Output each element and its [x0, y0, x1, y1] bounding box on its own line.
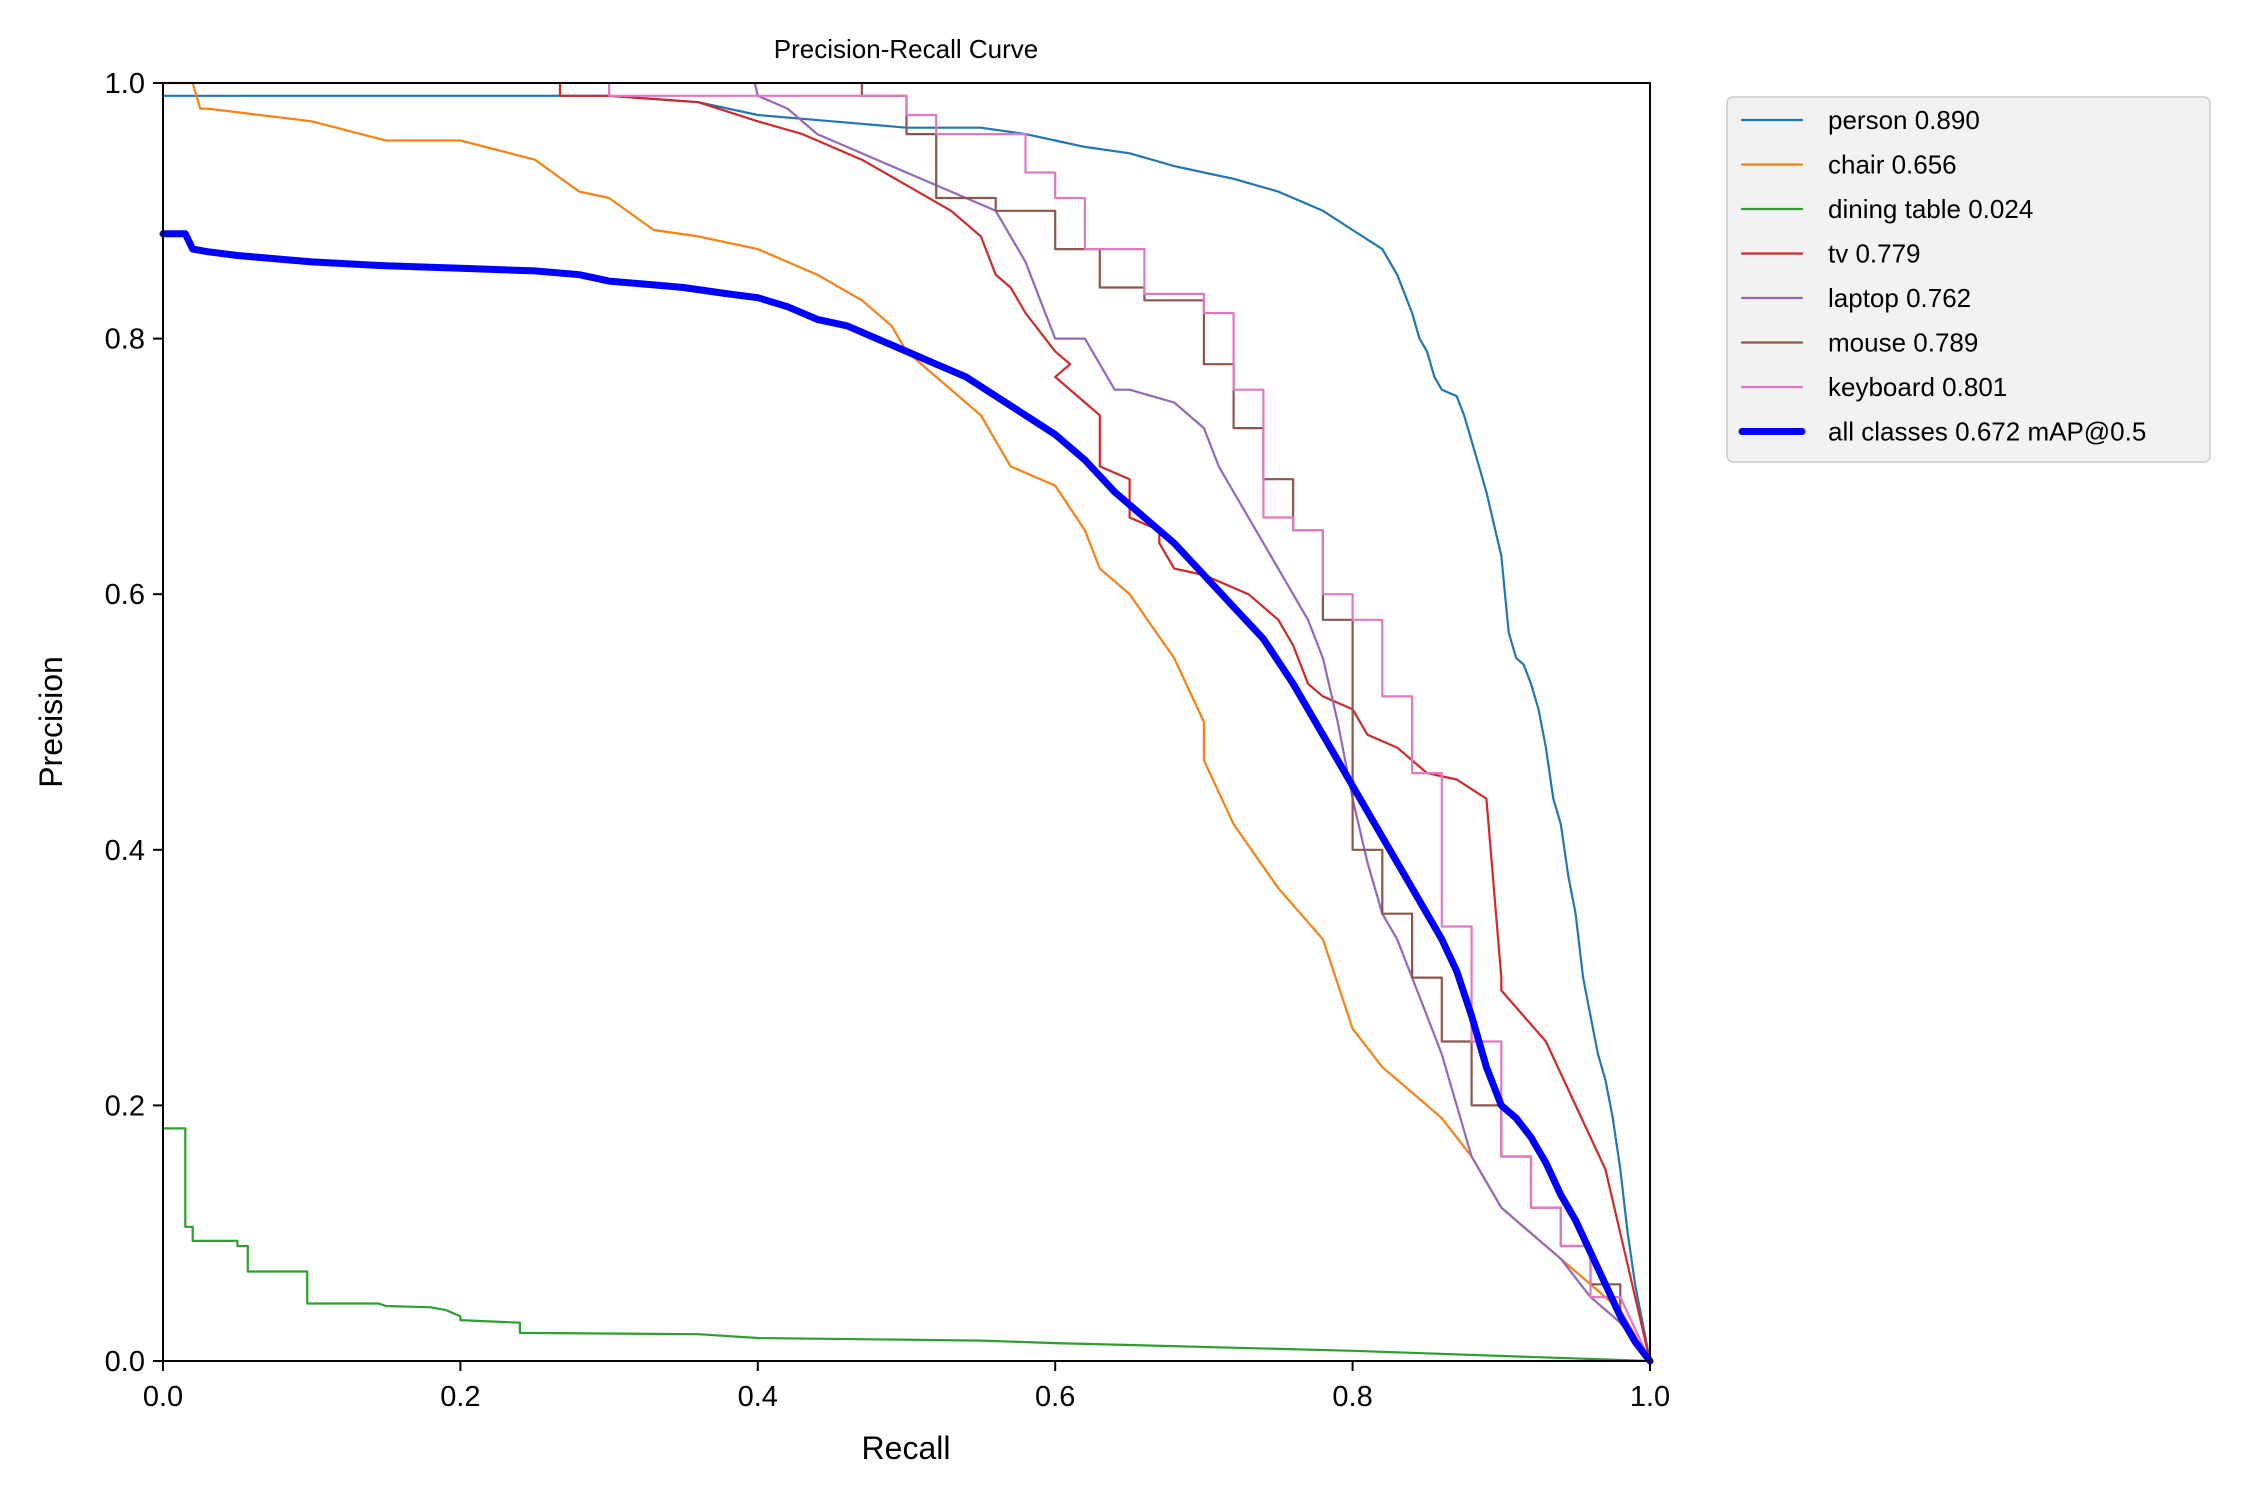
y-tick-label: 1.0	[105, 68, 145, 100]
legend-label-1: chair 0.656	[1828, 150, 1957, 180]
y-tick-label: 0.0	[105, 1346, 145, 1378]
series-line-2	[161, 1127, 1652, 1363]
legend-label-3: tv 0.779	[1828, 239, 1921, 269]
x-tick-label: 0.0	[143, 1381, 183, 1413]
y-tick-label: 0.2	[105, 1090, 145, 1122]
x-tick-label: 1.0	[1630, 1381, 1670, 1413]
series-line-4	[753, 81, 1652, 1363]
x-tick-label: 0.2	[440, 1381, 480, 1413]
plot-frame	[162, 82, 1651, 1362]
legend-items: person 0.890 chair 0.656 dining table 0.02…	[1738, 105, 2146, 447]
legend-label-7: all classes 0.672 mAP@0.5	[1828, 417, 2146, 447]
legend-label-6: keyboard 0.801	[1828, 372, 2007, 402]
series-line-3	[558, 81, 1652, 1363]
y-axis-label: Precision	[33, 656, 69, 788]
legend-label-0: person 0.890	[1828, 105, 1980, 135]
x-tick-label: 0.4	[738, 1381, 778, 1413]
y-tick-label: 0.6	[105, 579, 145, 611]
ticks-layer: 0.0 0.2 0.4 0.6 0.8 1.0 0.0 0.2 0.4 0.6 0.8 1.0	[105, 68, 1670, 1413]
x-tick-label: 0.6	[1035, 1381, 1075, 1413]
legend-label-5: mouse 0.789	[1828, 328, 1978, 358]
series-layer	[159, 81, 1654, 1365]
x-axis-label: Recall	[862, 1430, 951, 1466]
series-line-0	[161, 94, 1652, 1363]
legend: person 0.890 chair 0.656 dining table 0.02…	[1726, 96, 2211, 463]
chart-title: Precision-Recall Curve	[774, 34, 1038, 64]
series-line-1	[161, 81, 1652, 1363]
y-tick-label: 0.4	[105, 835, 145, 867]
legend-label-4: laptop 0.762	[1828, 283, 1971, 313]
y-tick-label: 0.8	[105, 324, 145, 356]
legend-frame	[1726, 96, 2211, 463]
series-line-6	[607, 81, 1652, 1363]
series-line-7	[159, 230, 1654, 1365]
x-tick-label: 0.8	[1332, 1381, 1372, 1413]
legend-label-2: dining table 0.024	[1828, 194, 2033, 224]
